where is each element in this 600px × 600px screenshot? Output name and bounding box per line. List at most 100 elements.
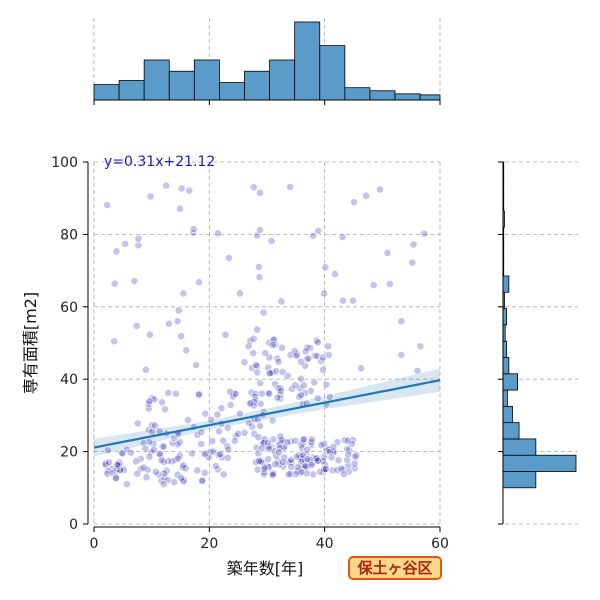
scatter-point — [250, 429, 259, 438]
scatter-point — [299, 436, 308, 444]
scatter-point — [324, 445, 333, 454]
scatter-point — [142, 473, 151, 482]
scatter-point — [139, 463, 148, 472]
y-hist-bar — [502, 454, 577, 472]
scatter-point — [253, 362, 262, 371]
scatter-point — [229, 392, 237, 401]
scatter-point — [103, 446, 112, 455]
scatter-point — [271, 460, 279, 469]
scatter-point — [235, 409, 244, 418]
scatter-point — [264, 438, 273, 447]
scatter-point — [277, 297, 286, 306]
scatter-point — [385, 280, 394, 288]
scatter-point — [130, 277, 139, 285]
scatter-point — [255, 457, 263, 465]
scatter-point — [184, 416, 192, 425]
scatter-point — [319, 353, 327, 362]
scatter-point — [321, 263, 330, 272]
y-hist-bar — [502, 471, 537, 489]
x-hist-bar — [269, 59, 296, 101]
scatter-point — [151, 467, 160, 476]
scatter-point — [188, 449, 196, 458]
x-tick-label: 20 — [200, 536, 218, 552]
scatter-point — [313, 394, 322, 403]
scatter-point — [308, 435, 316, 444]
scatter-point — [256, 379, 264, 388]
scatter-point — [185, 186, 194, 195]
scatter-point — [177, 332, 185, 341]
scatter-point — [349, 296, 357, 305]
scatter-point — [324, 351, 333, 359]
scatter-point — [197, 440, 206, 448]
scatter-point — [246, 399, 255, 408]
scatter-point — [193, 466, 202, 475]
scatter-point — [313, 338, 322, 347]
x-tick-label: 40 — [316, 536, 334, 552]
scatter-point — [338, 233, 347, 241]
scatter-point — [207, 415, 215, 424]
scatter-point — [397, 351, 406, 359]
scatter-point — [283, 372, 292, 380]
scatter-point — [254, 433, 263, 442]
x-hist-bar — [143, 59, 170, 101]
scatter-point — [103, 466, 112, 475]
scatter-point — [303, 343, 312, 352]
x-tick-label: 60 — [431, 536, 449, 552]
scatter-point — [161, 405, 169, 414]
scatter-point — [369, 281, 378, 289]
scatter-point — [320, 289, 328, 298]
x-marginal-histogram — [93, 18, 441, 105]
scatter-point — [300, 381, 308, 390]
scatter-point — [265, 389, 274, 398]
y-hist-bar — [502, 308, 508, 326]
scatter-point — [226, 401, 235, 409]
scatter-point — [352, 451, 361, 460]
scatter-point — [216, 450, 225, 459]
scatter-point — [290, 347, 299, 356]
scatter-point — [150, 445, 158, 454]
x-hist-bar — [193, 59, 220, 101]
scatter-point — [322, 380, 331, 389]
scatter-point — [274, 357, 283, 366]
scatter-point — [121, 239, 130, 248]
y-hist-bar — [502, 357, 510, 375]
y-hist-bar — [502, 422, 520, 440]
scatter-point — [133, 469, 142, 478]
scatter-point — [292, 351, 301, 360]
scatter-point — [143, 465, 152, 474]
scatter-point — [200, 469, 209, 477]
scatter-point — [224, 445, 233, 454]
scatter-point — [122, 445, 131, 454]
scatter-point — [182, 346, 191, 355]
scatter-point — [276, 432, 285, 441]
scatter-point — [179, 289, 188, 298]
scatter-point — [331, 270, 339, 279]
scatter-point — [141, 444, 150, 453]
scatter-point — [265, 353, 274, 362]
x-hist-bar — [244, 70, 270, 101]
scatter-point — [329, 442, 338, 451]
scatter-point — [219, 470, 228, 479]
scatter-point — [176, 438, 184, 447]
scatter-point — [339, 296, 348, 305]
scatter-point — [177, 184, 186, 193]
scatter-point — [301, 361, 309, 370]
scatter-point — [309, 231, 318, 240]
scatter-point — [195, 390, 203, 398]
scatter-point — [198, 476, 207, 485]
scatter-point — [157, 456, 166, 465]
scatter-point — [197, 428, 206, 436]
scatter-point — [344, 461, 353, 470]
scatter-point — [134, 241, 143, 250]
scatter-point — [301, 389, 309, 397]
regression-line — [93, 379, 441, 449]
scatter-point — [170, 433, 179, 442]
y-hist-bar — [502, 373, 519, 391]
x-hist-bar — [118, 80, 145, 101]
scatter-point — [162, 466, 171, 475]
scatter-point — [208, 437, 217, 446]
scatter-point — [201, 409, 210, 418]
y-hist-bar — [502, 275, 510, 293]
scatter-point — [276, 384, 285, 393]
scatter-point — [362, 191, 371, 200]
